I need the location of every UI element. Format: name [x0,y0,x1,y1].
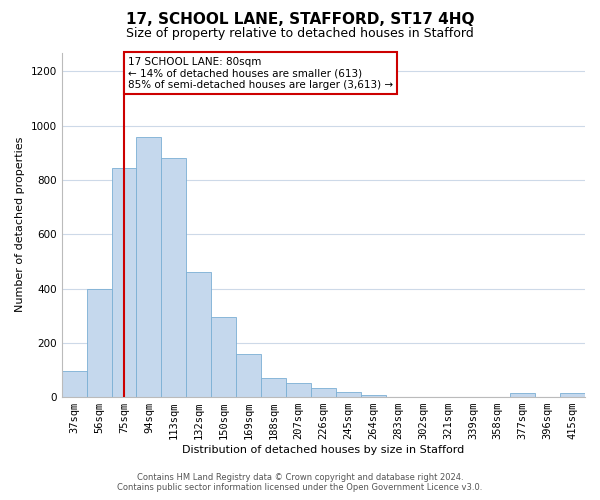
Bar [311,388,336,397]
Bar [236,354,261,397]
Bar [510,394,535,397]
Bar [336,392,361,397]
Text: Size of property relative to detached houses in Stafford: Size of property relative to detached ho… [126,28,474,40]
Bar [261,378,286,397]
Text: 17 SCHOOL LANE: 80sqm
← 14% of detached houses are smaller (613)
85% of semi-det: 17 SCHOOL LANE: 80sqm ← 14% of detached … [128,56,393,90]
X-axis label: Distribution of detached houses by size in Stafford: Distribution of detached houses by size … [182,445,464,455]
Bar [186,272,211,397]
Text: 17, SCHOOL LANE, STAFFORD, ST17 4HQ: 17, SCHOOL LANE, STAFFORD, ST17 4HQ [126,12,474,28]
Bar [112,168,136,397]
Bar [62,372,86,397]
Bar [560,394,585,397]
Y-axis label: Number of detached properties: Number of detached properties [15,137,25,312]
Bar [161,158,186,397]
Bar [211,317,236,397]
Bar [361,395,386,397]
Text: Contains HM Land Registry data © Crown copyright and database right 2024.
Contai: Contains HM Land Registry data © Crown c… [118,473,482,492]
Bar [286,383,311,397]
Bar [86,288,112,397]
Bar [136,136,161,397]
